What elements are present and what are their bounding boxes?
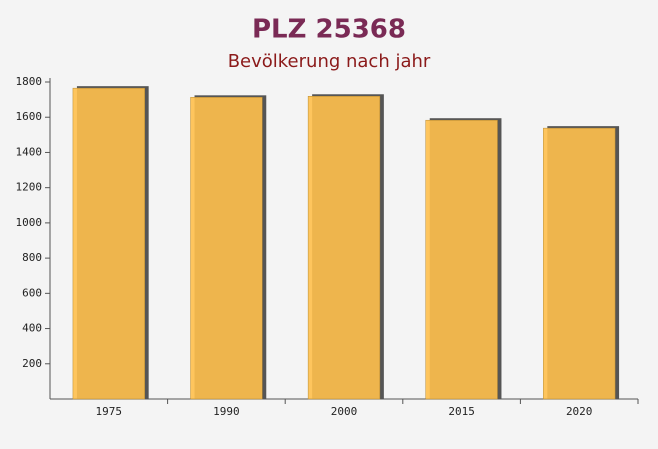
- bar: [425, 119, 498, 400]
- bar: [72, 87, 145, 400]
- y-tick-label: 600: [22, 286, 42, 299]
- y-tick-label: 200: [22, 357, 42, 370]
- bar: [307, 96, 381, 400]
- y-tick-label: 800: [22, 251, 42, 264]
- x-tick-label: 2020: [566, 405, 593, 418]
- y-tick-label: 1200: [16, 181, 43, 194]
- chart-title: PLZ 25368: [252, 15, 406, 45]
- bar: [543, 127, 616, 400]
- bar: [190, 97, 263, 400]
- x-tick-label: 2000: [331, 405, 358, 418]
- y-tick-label: 1400: [16, 145, 43, 158]
- y-tick-label: 1600: [16, 110, 43, 123]
- x-tick-label: 2015: [448, 405, 475, 418]
- y-tick-label: 1000: [16, 216, 43, 229]
- x-tick-label: 1975: [96, 405, 123, 418]
- x-tick-label: 1990: [213, 405, 240, 418]
- y-tick-label: 1800: [16, 75, 43, 88]
- chart-subtitle: Bevölkerung nach jahr: [228, 51, 431, 72]
- y-tick-label: 400: [22, 322, 42, 335]
